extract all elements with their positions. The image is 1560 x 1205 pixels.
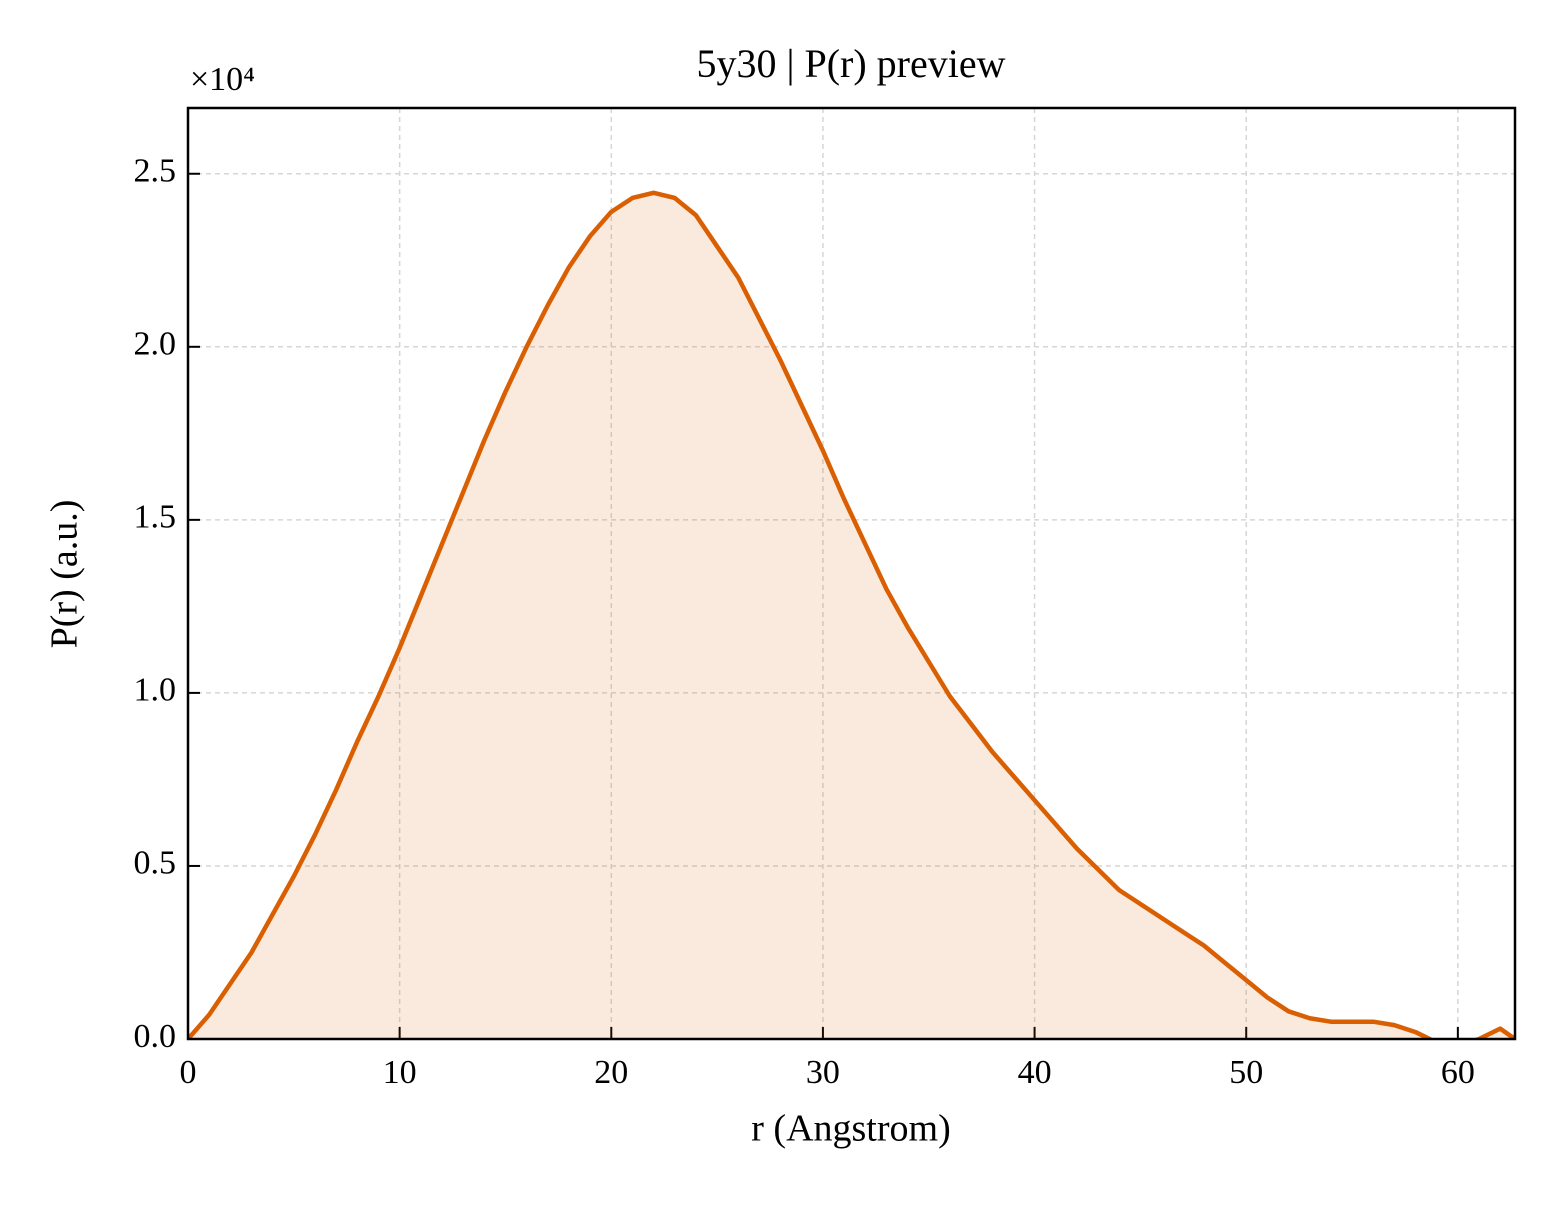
x-tick-label: 60 [1441, 1054, 1475, 1091]
x-tick-label: 20 [594, 1054, 628, 1091]
y-tick-label: 2.0 [134, 326, 177, 363]
x-tick-label: 10 [383, 1054, 417, 1091]
area-fill [188, 192, 1515, 1039]
y-tick-label: 1.5 [134, 499, 177, 536]
y-axis-label: P(r) (a.u.) [44, 500, 86, 649]
y-offset-label: ×10⁴ [190, 61, 255, 98]
x-tick-label: 30 [806, 1054, 840, 1091]
y-tick-label: 0.5 [134, 845, 177, 882]
plot-frame [186, 106, 1517, 1041]
x-tick-label: 40 [1018, 1054, 1052, 1091]
y-tick-label: 2.5 [134, 153, 177, 190]
x-tick-label: 0 [180, 1054, 197, 1091]
y-tick-label: 0.0 [134, 1018, 177, 1055]
chart-title: 5y30 | P(r) preview [696, 41, 1005, 86]
line [188, 190, 1515, 1039]
y-tick-label: 1.0 [134, 672, 177, 709]
x-axis-label: r (Angstrom) [751, 1108, 950, 1150]
x-tick-label: 50 [1229, 1054, 1263, 1091]
